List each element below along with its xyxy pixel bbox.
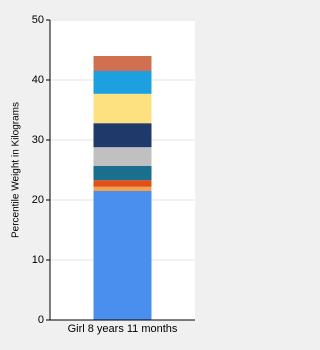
- y-tick-label: 30: [32, 134, 44, 146]
- bar-segment: [93, 180, 152, 187]
- bar-segment: [93, 147, 152, 166]
- bar-segment: [93, 56, 152, 71]
- bar-segment: [93, 71, 152, 94]
- x-tick-label: Girl 8 years 11 months: [68, 323, 178, 335]
- y-tick-label: 40: [32, 74, 44, 86]
- bar-segment: [93, 93, 152, 124]
- y-tick-label: 0: [38, 314, 44, 326]
- y-tick-label: 10: [32, 254, 44, 266]
- y-tick-label: 20: [32, 194, 44, 206]
- bar-segment: [93, 123, 152, 148]
- y-tick-label: 50: [32, 14, 44, 26]
- bar-segment: [93, 191, 152, 320]
- chart: Percentile Weight in Kilograms 0 10 20 30 40…: [11, 14, 195, 335]
- y-axis-label: Percentile Weight in Kilograms: [11, 102, 22, 238]
- bar-segment: [93, 186, 152, 191]
- bar-segment: [93, 165, 152, 181]
